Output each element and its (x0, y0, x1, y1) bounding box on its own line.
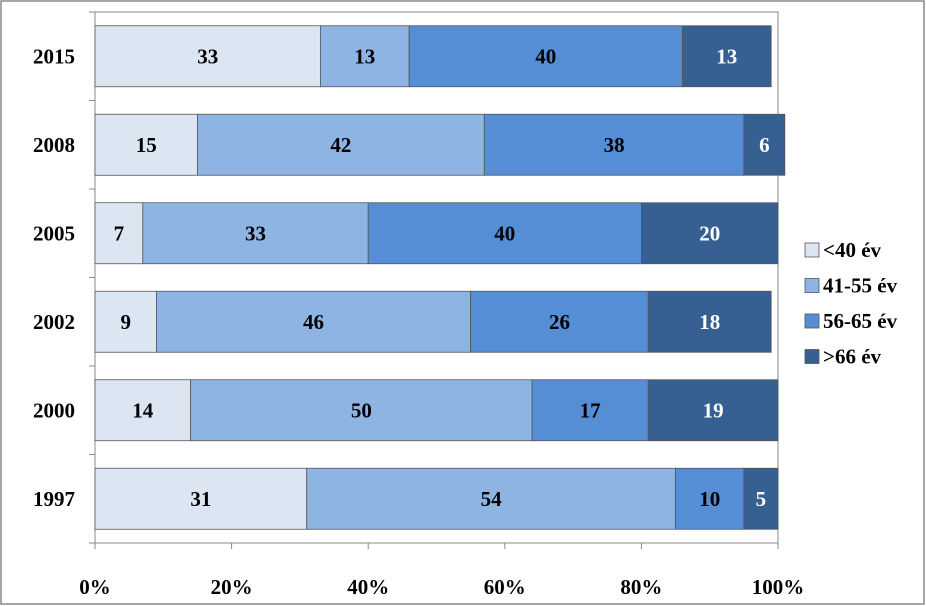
data-label: 13 (716, 44, 737, 68)
data-label: 10 (699, 487, 720, 511)
y-tick-label: 2005 (33, 221, 75, 245)
x-tick-label: 60% (484, 575, 526, 599)
data-label: 46 (303, 310, 324, 334)
bar-segment (94, 379, 192, 442)
bar-segment (156, 290, 472, 353)
data-label: 26 (549, 310, 570, 334)
data-label: 19 (703, 398, 724, 422)
data-label: 14 (132, 398, 154, 422)
bar-segment (94, 467, 308, 530)
bar-segment (94, 25, 321, 88)
bar-segment (408, 25, 683, 88)
bar-segment (94, 290, 157, 353)
y-tick-label: 2000 (33, 398, 75, 422)
x-tick-label: 20% (211, 575, 253, 599)
x-tick-label: 100% (752, 575, 805, 599)
legend-label: 56-65 év (823, 309, 898, 333)
bar-segment (142, 202, 369, 265)
data-label: 42 (330, 133, 351, 157)
bar-segment (197, 113, 485, 176)
bar-segment (94, 202, 144, 265)
y-tick-label: 2008 (33, 133, 75, 157)
bar-segment (647, 290, 772, 353)
data-label: 33 (197, 44, 218, 68)
bar-segment (367, 202, 642, 265)
data-label: 6 (759, 133, 770, 157)
data-label: 33 (245, 221, 266, 245)
data-label: 31 (190, 487, 211, 511)
data-label: 54 (481, 487, 503, 511)
x-tick-label: 0% (79, 575, 111, 599)
data-label: 40 (494, 221, 515, 245)
bar-segment (94, 113, 198, 176)
bar-segment (743, 467, 779, 530)
bar-segment (470, 290, 649, 353)
bar-segment (681, 25, 772, 88)
data-label: 40 (535, 44, 556, 68)
data-label: 15 (136, 133, 157, 157)
bar-segment (319, 25, 410, 88)
legend-swatch (804, 349, 820, 364)
x-tick-label: 80% (620, 575, 662, 599)
data-label: 18 (699, 310, 720, 334)
legend-swatch (804, 313, 820, 329)
data-label: 9 (120, 310, 131, 334)
data-label: 7 (114, 221, 125, 245)
plot-area (94, 11, 779, 544)
bar-segment (675, 467, 745, 530)
y-tick-label: 2015 (33, 44, 75, 68)
y-tick-label: 1997 (33, 487, 75, 511)
data-label: 17 (580, 398, 601, 422)
data-label: 38 (604, 133, 625, 157)
data-label: 5 (756, 487, 767, 511)
bar-segment (647, 379, 779, 442)
data-label: 20 (699, 221, 720, 245)
bar-segment (641, 202, 779, 265)
legend-swatch (804, 278, 820, 293)
legend-label: <40 év (823, 238, 882, 262)
data-label: 50 (351, 398, 372, 422)
legend-label: 41-55 év (823, 274, 898, 298)
legend-label: >66 év (823, 345, 882, 369)
legend-swatch (804, 242, 820, 258)
y-tick-label: 2002 (33, 310, 75, 334)
data-label: 13 (354, 44, 375, 68)
bar-segment (743, 113, 786, 176)
x-tick-label: 40% (347, 575, 389, 599)
bar-segment (190, 379, 533, 442)
bar-segment (531, 379, 649, 442)
